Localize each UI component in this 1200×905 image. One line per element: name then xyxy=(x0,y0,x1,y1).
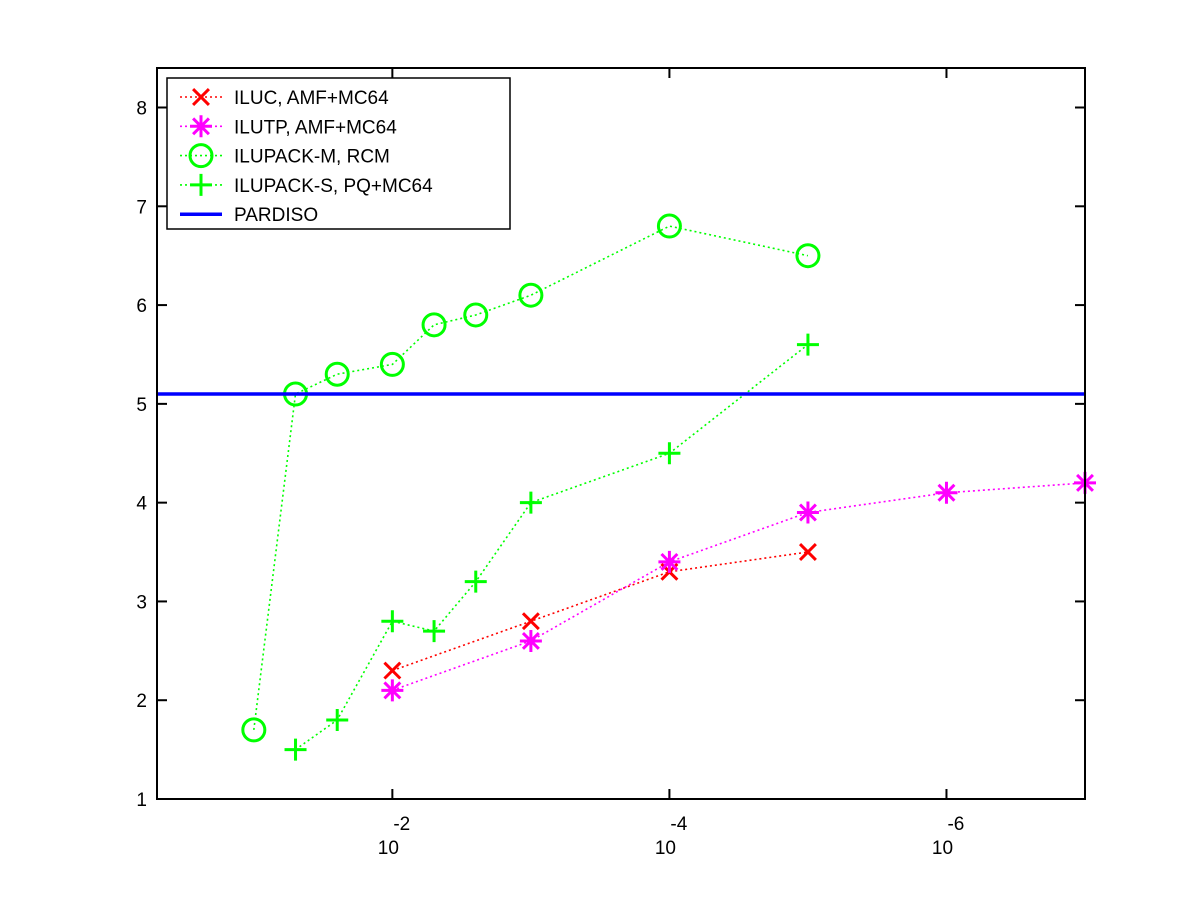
y-tick-label-1: 2 xyxy=(136,691,147,712)
legend-item-4: PARDISO xyxy=(180,205,318,226)
data-point-3-3 xyxy=(423,620,446,643)
y-tick-label-6: 7 xyxy=(136,197,147,218)
y-tick-label-5: 6 xyxy=(136,296,147,317)
legend-marker-0 xyxy=(192,88,210,106)
data-point-3-4 xyxy=(464,570,487,593)
axes-layer: 1 2 3 4 5 6 7 8 -2 10 -4 10 -6 10 xyxy=(136,67,1086,859)
y-tick-label-0: 1 xyxy=(136,790,147,811)
series-1 xyxy=(381,471,1096,702)
legend-item-3: ILUPACK-S, PQ+MC64 xyxy=(180,173,433,197)
x-tick-base-0: 10 xyxy=(378,838,399,859)
y-tick-label-2: 3 xyxy=(136,592,147,613)
data-point-0-0 xyxy=(383,661,402,680)
data-point-1-3 xyxy=(796,501,819,524)
data-point-3-5 xyxy=(519,491,542,514)
x-tick-base-2: 10 xyxy=(932,838,953,859)
data-point-0-3 xyxy=(798,543,817,562)
data-point-2-3 xyxy=(379,351,405,377)
y-tick-label-4: 5 xyxy=(136,395,147,416)
data-point-2-2 xyxy=(324,361,350,387)
legend-item-2: ILUPACK-M, RCM xyxy=(180,143,390,169)
data-point-2-8 xyxy=(795,243,821,269)
legend-marker-3 xyxy=(190,173,212,196)
legend-label-3: ILUPACK-S, PQ+MC64 xyxy=(234,176,433,197)
data-point-2-7 xyxy=(656,213,682,239)
data-point-0-1 xyxy=(521,612,540,631)
legend-item-0: ILUC, AMF+MC64 xyxy=(180,88,389,109)
x-tick-exponent-0: -2 xyxy=(393,814,410,835)
data-point-3-0 xyxy=(284,738,307,761)
legend-label-2: ILUPACK-M, RCM xyxy=(234,147,390,168)
data-point-3-2 xyxy=(381,610,404,633)
series-3 xyxy=(284,333,819,761)
legend-label-0: ILUC, AMF+MC64 xyxy=(234,88,389,109)
data-point-2-0 xyxy=(241,717,267,743)
x-tick-exponent-1: -4 xyxy=(670,814,687,835)
data-point-3-1 xyxy=(326,708,349,731)
legend-item-1: ILUTP, AMF+MC64 xyxy=(180,115,397,138)
data-point-2-6 xyxy=(518,282,544,308)
data-point-1-1 xyxy=(519,629,542,652)
data-point-2-5 xyxy=(463,302,489,328)
series-line-0 xyxy=(392,551,809,672)
data-point-1-0 xyxy=(381,679,404,702)
series-layer xyxy=(157,213,1096,761)
legend: ILUC, AMF+MC64 ILUTP, AMF+MC64 ILUPACK-M, … xyxy=(166,77,511,230)
series-0 xyxy=(383,543,817,680)
legend-label-4: PARDISO xyxy=(234,205,318,226)
series-line-3 xyxy=(295,343,809,751)
data-point-3-6 xyxy=(658,442,681,465)
legend-marker-1 xyxy=(190,115,212,138)
plot-frame xyxy=(156,67,1086,800)
legend-marker-2 xyxy=(188,143,214,169)
data-point-1-4 xyxy=(935,481,958,504)
y-tick-label-7: 8 xyxy=(136,99,147,120)
x-tick-exponent-2: -6 xyxy=(947,814,964,835)
x-tick-base-1: 10 xyxy=(655,838,676,859)
legend-box xyxy=(166,77,511,230)
y-tick-label-3: 4 xyxy=(136,494,147,515)
legend-label-1: ILUTP, AMF+MC64 xyxy=(234,117,397,138)
data-point-2-4 xyxy=(421,312,447,338)
data-point-1-2 xyxy=(658,550,681,573)
series-line-1 xyxy=(392,482,1086,692)
data-point-3-7 xyxy=(796,333,819,356)
